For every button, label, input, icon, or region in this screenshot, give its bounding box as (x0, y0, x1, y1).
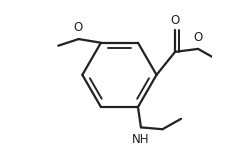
Text: O: O (170, 14, 180, 27)
Text: NH: NH (132, 133, 150, 146)
Text: O: O (73, 21, 83, 34)
Text: O: O (194, 32, 203, 44)
